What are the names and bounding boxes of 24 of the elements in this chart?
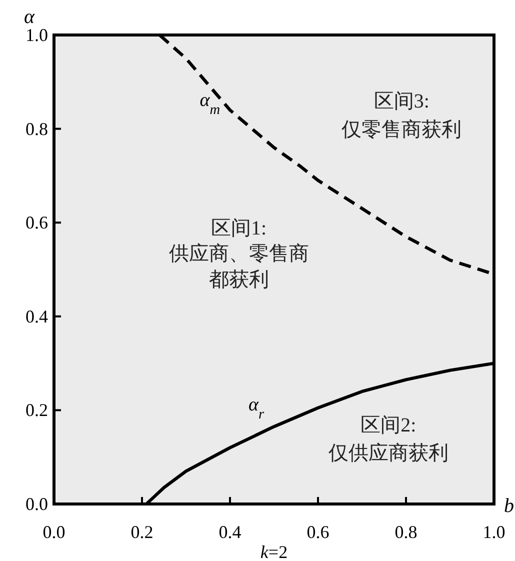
- series-label: α$_{m}$: [200, 90, 220, 118]
- x-tick-label: 0.4: [218, 522, 242, 542]
- y-tick-label: 0.4: [26, 306, 48, 326]
- y-axis-title: α: [24, 6, 35, 28]
- y-tick-label: 0.2: [26, 400, 48, 420]
- annotation: 供应商、零售商: [168, 243, 309, 266]
- x-tick-label: 0.2: [130, 522, 154, 542]
- x-tick-label: 0.6: [306, 522, 330, 542]
- series-label: α$_{r}$: [248, 394, 264, 423]
- text: k=2: [260, 542, 288, 561]
- x-tick-label: 1.0: [482, 522, 506, 542]
- x-tick-label: 0.0: [42, 522, 66, 542]
- annotation: 区间2:: [360, 414, 416, 436]
- annotation: 区间1:: [211, 217, 267, 240]
- x-tick-label: 0.8: [394, 522, 418, 542]
- y-tick-label: 0.0: [26, 494, 48, 514]
- y-tick-label: 0.8: [26, 118, 48, 139]
- annotation: 区间3:: [374, 90, 430, 113]
- annotation: 仅供应商获利: [328, 442, 448, 464]
- annotation: 仅零售商获利: [342, 118, 462, 141]
- y-tick-label: 0.6: [26, 212, 48, 233]
- x-axis-title: b: [504, 495, 514, 517]
- annotation: 都获利: [208, 268, 269, 291]
- y-tick-label: 1.0: [26, 25, 48, 45]
